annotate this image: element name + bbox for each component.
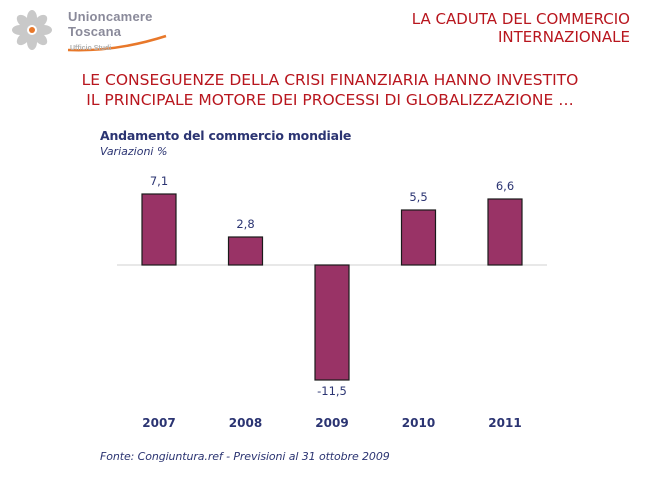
org-name-line1: Unioncamere	[68, 9, 153, 24]
bar-2009	[314, 264, 350, 381]
org-name-line2: Toscana	[68, 24, 122, 39]
bar-2008	[227, 236, 264, 266]
value-label-2007: 7,1	[150, 174, 168, 188]
category-label-2011: 2011	[488, 416, 521, 430]
logo-swoosh	[67, 34, 167, 52]
bar-2011	[487, 198, 523, 266]
chart-source: Fonte: Congiuntura.ref - Previsioni al 3…	[100, 450, 390, 463]
chart-title: Andamento del commercio mondiale	[100, 128, 352, 143]
category-label-2008: 2008	[229, 416, 262, 430]
flower-logo-icon	[12, 10, 52, 50]
banner-line1: LE CONSEGUENZE DELLA CRISI FINANZIARIA H…	[81, 71, 579, 89]
value-label-2008: 2,8	[236, 217, 254, 231]
category-label-2010: 2010	[402, 416, 435, 430]
slide-title: LA CADUTA DEL COMMERCIO INTERNAZIONALE	[210, 10, 630, 46]
slide-title-line1: LA CADUTA DEL COMMERCIO	[411, 10, 630, 28]
banner-line2: IL PRINCIPALE MOTORE DEI PROCESSI DI GLO…	[86, 91, 574, 109]
bar-2010	[400, 209, 437, 266]
banner-heading: LE CONSEGUENZE DELLA CRISI FINANZIARIA H…	[0, 70, 660, 110]
category-label-2009: 2009	[315, 416, 348, 430]
chart-subtitle: Variazioni %	[100, 145, 168, 158]
value-label-2011: 6,6	[496, 179, 514, 193]
value-label-2009: -11,5	[317, 384, 347, 398]
org-subtitle: Ufficio Studi	[70, 45, 112, 52]
value-label-2010: 5,5	[409, 190, 427, 204]
bar-2007	[141, 193, 177, 266]
unioncamere-toscana-logo	[12, 10, 167, 52]
category-label-2007: 2007	[142, 416, 175, 430]
slide-title-line2: INTERNAZIONALE	[497, 28, 630, 46]
